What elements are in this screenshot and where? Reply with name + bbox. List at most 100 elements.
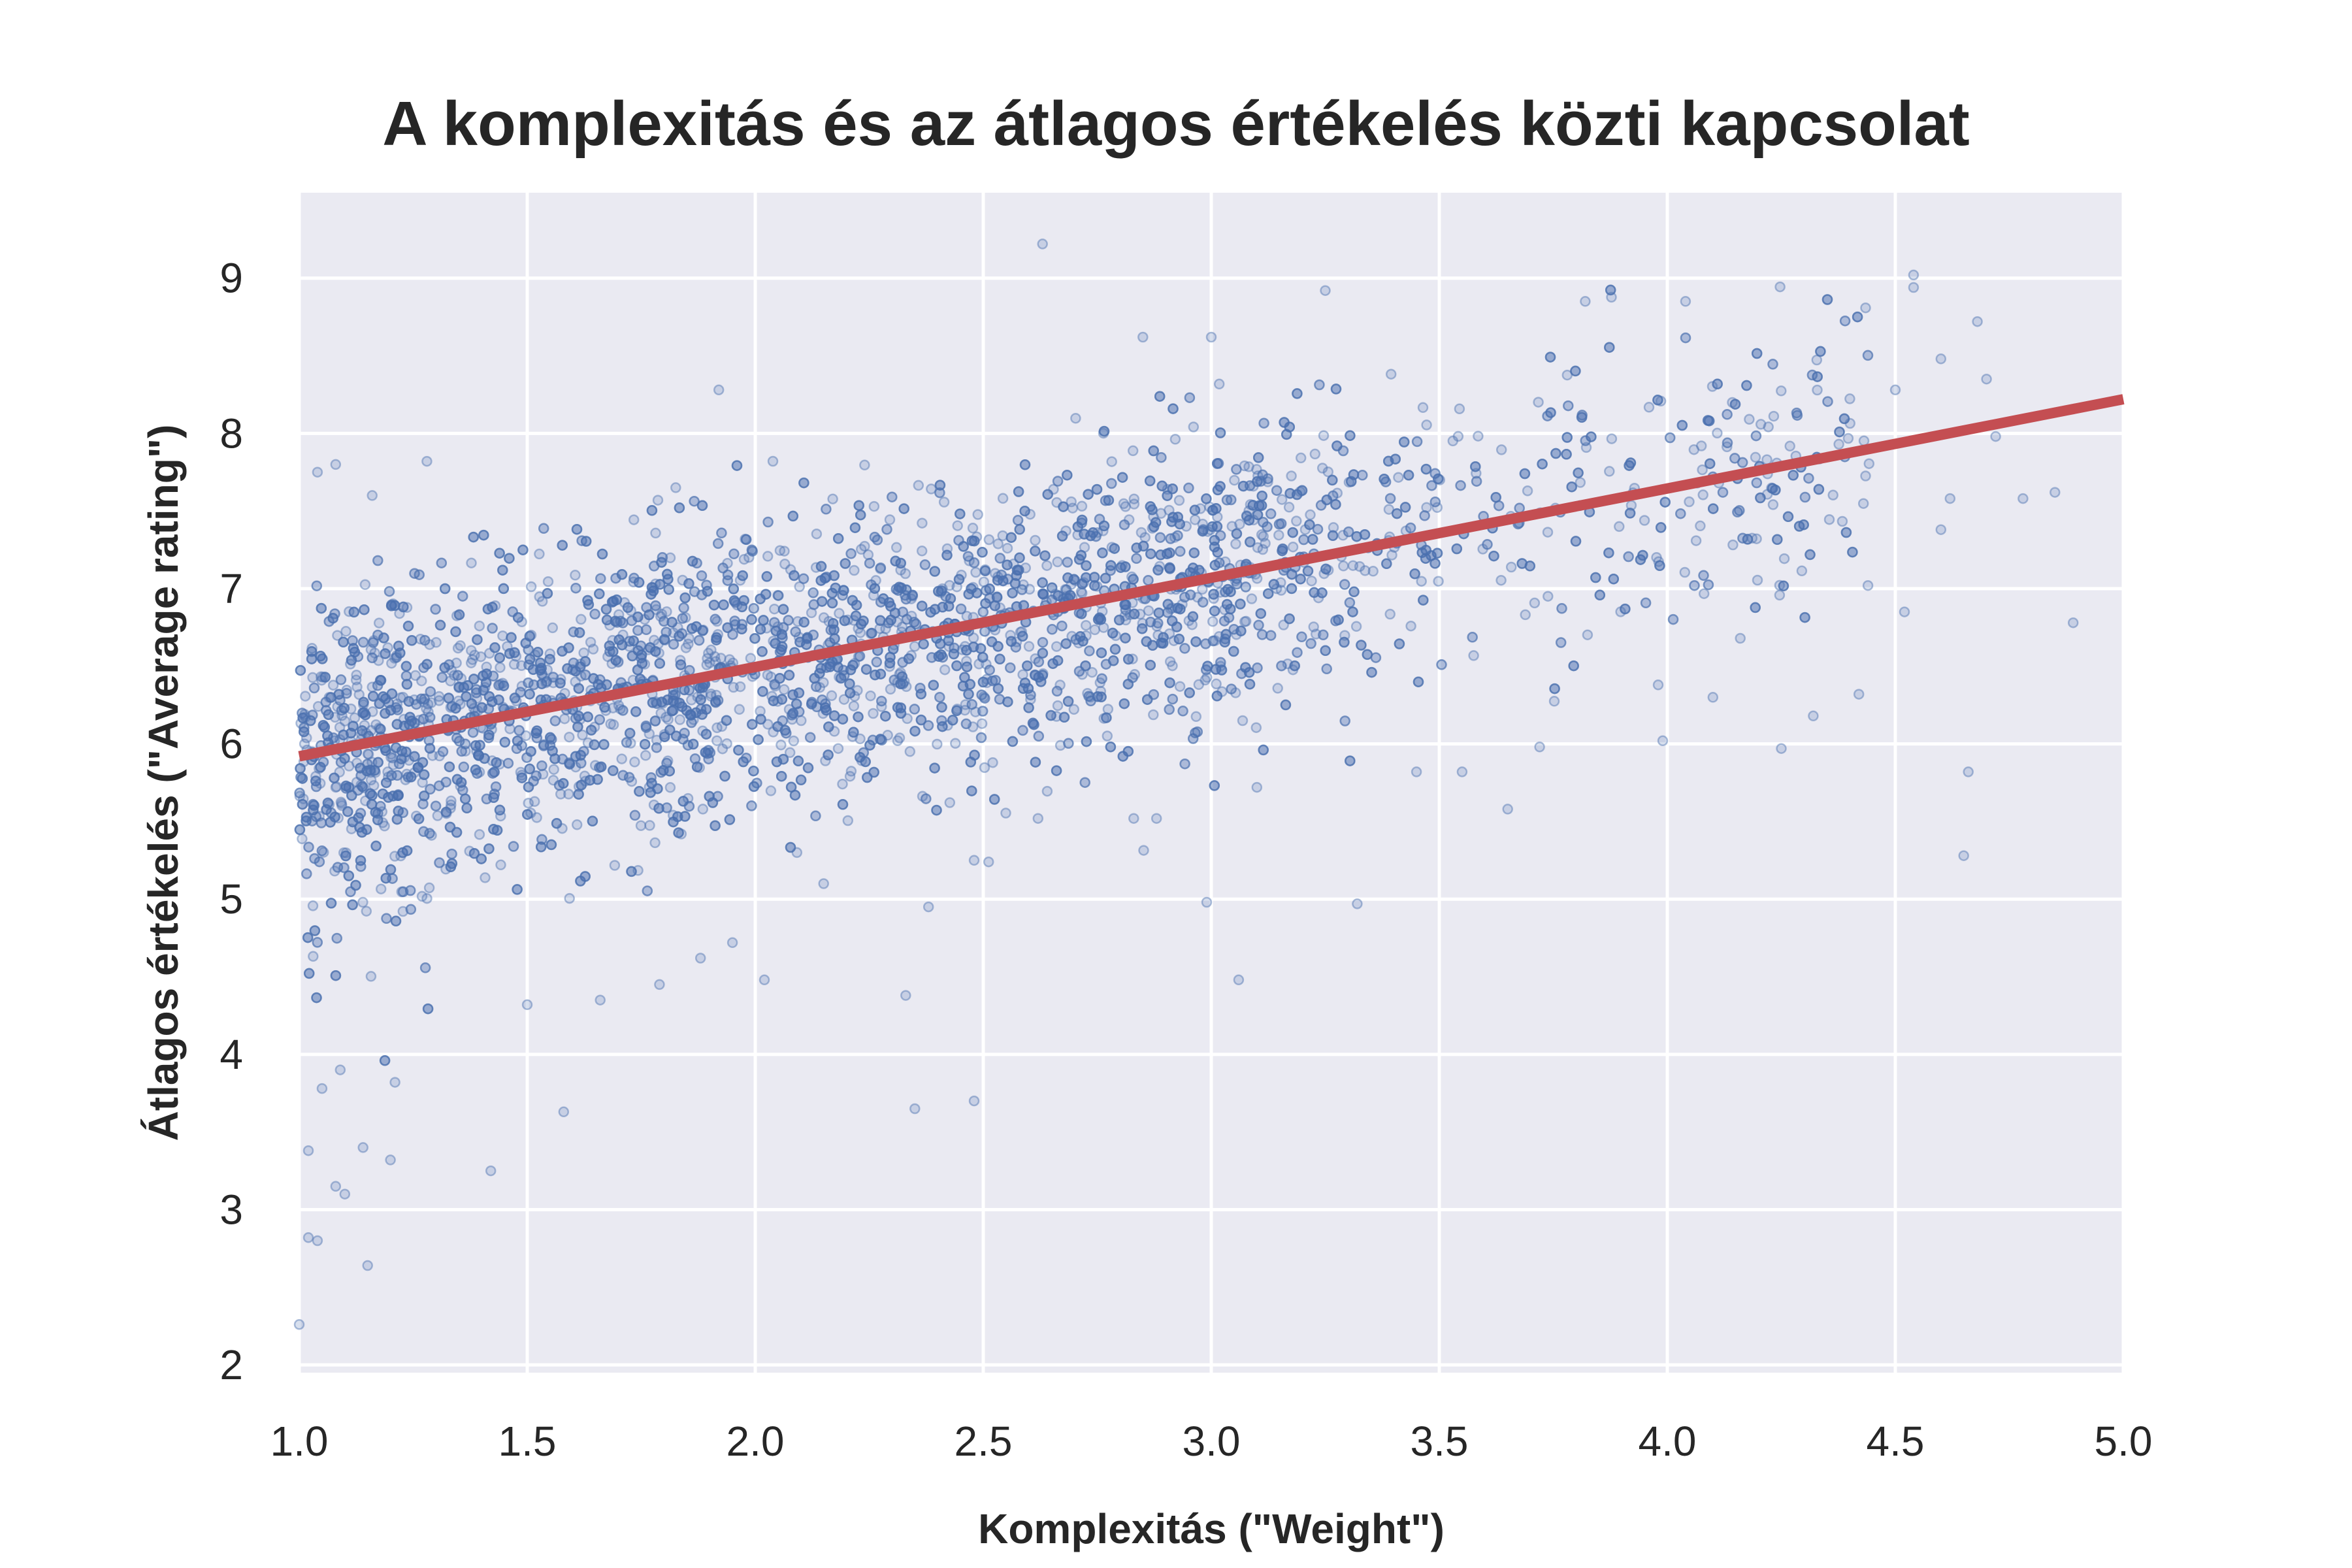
data-point xyxy=(1117,751,1129,762)
data-point xyxy=(643,644,654,655)
data-point xyxy=(336,798,348,809)
data-point xyxy=(387,791,399,802)
data-point xyxy=(1566,481,1577,493)
data-point xyxy=(1184,589,1196,600)
data-point xyxy=(950,738,961,749)
data-point xyxy=(1722,409,1733,420)
data-point xyxy=(397,847,408,858)
data-point xyxy=(1079,777,1090,788)
data-point xyxy=(373,655,384,666)
data-point xyxy=(1722,437,1733,449)
data-point xyxy=(1791,410,1803,421)
data-point xyxy=(1549,683,1560,694)
data-point xyxy=(1351,531,1362,542)
data-point xyxy=(297,833,308,845)
data-point xyxy=(635,820,647,831)
data-point xyxy=(380,745,391,757)
data-point xyxy=(801,639,812,650)
data-point xyxy=(333,812,344,824)
data-point xyxy=(536,760,547,772)
data-point xyxy=(655,708,666,719)
data-point xyxy=(894,581,905,593)
data-point xyxy=(1799,491,1811,503)
data-point xyxy=(1620,603,1631,615)
data-point xyxy=(1722,441,1733,453)
data-point xyxy=(421,659,433,670)
data-point xyxy=(504,553,515,564)
data-point xyxy=(823,615,835,627)
data-point xyxy=(1081,572,1092,583)
data-point xyxy=(1417,402,1429,414)
data-point xyxy=(697,625,708,636)
data-point xyxy=(425,686,436,697)
data-point xyxy=(1784,440,1795,452)
data-point xyxy=(1755,492,1766,504)
data-point xyxy=(1235,625,1247,637)
data-point xyxy=(815,662,826,674)
data-point xyxy=(457,591,468,602)
data-point xyxy=(589,608,600,620)
data-point xyxy=(738,553,750,565)
data-point xyxy=(687,555,698,567)
data-point xyxy=(992,538,1004,549)
data-point xyxy=(572,721,583,732)
data-point xyxy=(1840,527,1852,538)
data-point xyxy=(402,621,414,632)
data-point xyxy=(532,646,544,658)
data-point xyxy=(1309,448,1321,460)
data-point xyxy=(362,748,374,760)
data-point xyxy=(344,606,355,617)
data-point xyxy=(838,585,849,596)
data-point xyxy=(733,744,744,756)
data-point xyxy=(1409,568,1420,580)
data-point xyxy=(1080,660,1091,672)
data-point xyxy=(758,615,769,626)
data-point xyxy=(1844,417,1855,429)
data-point xyxy=(1037,647,1049,659)
data-point xyxy=(573,683,585,694)
data-point xyxy=(1030,534,1041,546)
data-point xyxy=(639,613,651,625)
data-point xyxy=(652,495,664,506)
data-point xyxy=(747,546,758,557)
data-point xyxy=(1100,572,1111,584)
data-point xyxy=(691,761,703,773)
data-point xyxy=(303,968,315,979)
data-point xyxy=(372,814,384,826)
data-point xyxy=(1799,612,1810,623)
data-point xyxy=(708,599,720,611)
data-point xyxy=(777,604,789,615)
data-point xyxy=(487,755,498,766)
data-point xyxy=(357,636,369,648)
data-point xyxy=(1037,636,1049,648)
data-point xyxy=(1106,456,1117,467)
data-point xyxy=(483,729,495,741)
data-point xyxy=(1575,477,1586,488)
data-point xyxy=(340,626,351,637)
data-point xyxy=(1162,598,1173,610)
data-point xyxy=(466,645,477,656)
data-point xyxy=(885,600,896,612)
data-point xyxy=(728,681,739,693)
data-point xyxy=(903,653,915,664)
data-point xyxy=(509,693,521,704)
data-point xyxy=(1275,585,1287,596)
data-point xyxy=(1703,415,1715,427)
data-point xyxy=(1012,515,1024,526)
data-point xyxy=(1250,722,1262,733)
data-point xyxy=(941,549,953,561)
data-point xyxy=(1237,480,1249,492)
data-point xyxy=(1105,560,1117,571)
data-point xyxy=(329,711,341,723)
data-point xyxy=(896,621,908,632)
data-point xyxy=(651,742,662,753)
data-point xyxy=(1051,641,1062,652)
data-point xyxy=(748,765,759,777)
data-point xyxy=(474,740,485,751)
data-point xyxy=(1345,476,1357,487)
data-point xyxy=(1768,410,1780,422)
data-point xyxy=(599,702,610,713)
data-point xyxy=(1252,542,1264,553)
data-point xyxy=(1778,580,1789,592)
data-point xyxy=(1688,444,1700,455)
